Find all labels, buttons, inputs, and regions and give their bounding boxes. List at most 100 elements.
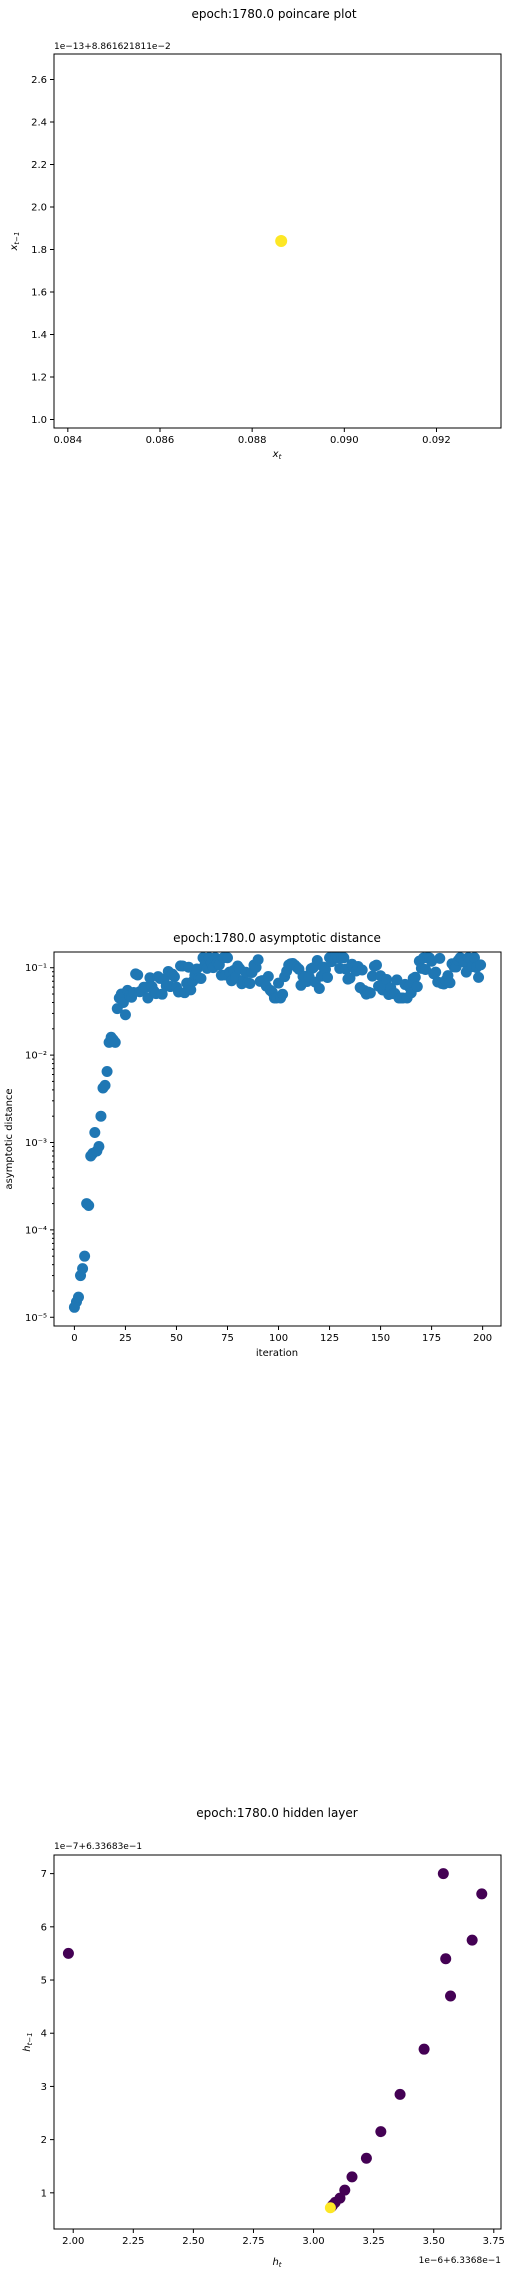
scatter-point bbox=[356, 964, 368, 976]
scatter-point bbox=[445, 1990, 457, 2002]
y-tick-label: 1 bbox=[41, 2188, 47, 2199]
y-tick-label: 1.0 bbox=[31, 415, 47, 426]
y-tick-label: 1.2 bbox=[31, 373, 47, 384]
x-tick-label: 175 bbox=[422, 1333, 441, 1344]
scatter-point bbox=[313, 982, 325, 994]
scatter-point bbox=[93, 1140, 105, 1152]
x-tick-label: 3.25 bbox=[362, 2236, 384, 2247]
x-tick-label: 3.50 bbox=[423, 2236, 445, 2247]
asymptotic-distance-chart-svg: epoch:1780.0 asymptotic distance 0 25 50 75… bbox=[4, 931, 502, 1359]
poincare-chart: epoch:1780.0 poincare plot 1e−13+8.86162… bbox=[0, 0, 509, 461]
scatter-point bbox=[185, 984, 197, 996]
scatter-point bbox=[72, 1291, 84, 1303]
scatter-point bbox=[391, 974, 403, 986]
y-tick-label: 10⁻⁵ bbox=[25, 1313, 47, 1324]
scatter-point bbox=[277, 988, 289, 1000]
y-tick-label: 2 bbox=[41, 2135, 47, 2146]
y-tick-label: 2.6 bbox=[31, 75, 47, 86]
y-tick-label: 7 bbox=[41, 1869, 47, 1880]
x-tick-label: 2.25 bbox=[122, 2236, 144, 2247]
scatter-point bbox=[89, 1127, 101, 1139]
scatter-point bbox=[119, 1009, 131, 1021]
scatter-point bbox=[339, 2184, 351, 2196]
scatter-point bbox=[244, 978, 256, 990]
axis-ticks: 2.00 2.25 2.50 2.75 3.00 3.25 3.50 3.75 1 2 3 4 5 6 7 bbox=[41, 1869, 505, 2247]
y-tick-label: 2.2 bbox=[31, 160, 47, 171]
y-tick-label: 4 bbox=[41, 2029, 47, 2040]
x-offset-text: 1e−6+6.3368e−1 bbox=[419, 2256, 501, 2266]
scatter-point bbox=[109, 1036, 121, 1048]
plot-frame bbox=[53, 53, 502, 429]
scatter-point bbox=[324, 2202, 336, 2214]
y-tick-label: 1.6 bbox=[31, 288, 47, 299]
scatter-point bbox=[221, 952, 233, 964]
scatter-point bbox=[344, 972, 356, 984]
y-offset-text: 1e−7+6.33683e−1 bbox=[54, 1842, 142, 1852]
chart-title: epoch:1780.0 poincare plot bbox=[191, 7, 356, 21]
x-tick-label: 0.092 bbox=[422, 435, 451, 446]
chart-title: epoch:1780.0 hidden layer bbox=[196, 1806, 358, 1820]
scatter-point bbox=[411, 981, 423, 993]
x-axis-label: iteration bbox=[256, 1348, 298, 1359]
x-tick-label: 2.50 bbox=[182, 2236, 204, 2247]
x-tick-label: 0.090 bbox=[330, 435, 359, 446]
y-tick-label: 1.4 bbox=[31, 330, 47, 341]
y-tick-label: 2.0 bbox=[31, 203, 47, 214]
data-marks bbox=[62, 1868, 488, 2214]
plot-frame bbox=[53, 951, 502, 1327]
x-tick-label: 2.00 bbox=[62, 2236, 84, 2247]
y-tick-label: 3 bbox=[41, 2082, 47, 2093]
scatter-point bbox=[370, 959, 382, 971]
data-marks bbox=[68, 952, 487, 1313]
hidden-layer-chart-svg: epoch:1780.0 hidden layer 1e−7+6.33683e−… bbox=[22, 1806, 505, 2269]
scatter-point bbox=[476, 1888, 488, 1900]
y-tick-label: 10⁻⁴ bbox=[25, 1225, 47, 1236]
scatter-point bbox=[437, 1868, 449, 1880]
scatter-point bbox=[101, 1065, 113, 1077]
x-tick-label: 0 bbox=[71, 1333, 77, 1344]
scatter-point bbox=[375, 2126, 387, 2138]
x-axis-label: xt bbox=[272, 449, 282, 461]
x-tick-label: 2.75 bbox=[242, 2236, 264, 2247]
scatter-point bbox=[132, 969, 144, 981]
x-tick-label: 200 bbox=[473, 1333, 492, 1344]
scatter-point bbox=[191, 963, 203, 975]
scatter-point bbox=[475, 959, 487, 971]
scatter-point bbox=[95, 1110, 107, 1122]
poincare-chart-svg: epoch:1780.0 poincare plot 1e−13+8.86162… bbox=[9, 7, 502, 461]
hidden-layer-chart: epoch:1780.0 hidden layer 1e−7+6.33683e−… bbox=[0, 1795, 509, 2269]
scatter-point bbox=[440, 1953, 452, 1965]
y-tick-label: 2.4 bbox=[31, 118, 47, 129]
scatter-point bbox=[360, 2152, 372, 2164]
x-tick-label: 0.086 bbox=[146, 435, 175, 446]
scatter-point bbox=[364, 987, 376, 999]
scatter-point bbox=[144, 972, 156, 984]
scatter-point bbox=[409, 971, 421, 983]
scatter-point bbox=[156, 988, 168, 1000]
scatter-point bbox=[468, 952, 480, 964]
scatter-point bbox=[319, 963, 331, 975]
y-offset-text: 1e−13+8.861621811e−2 bbox=[54, 42, 171, 52]
scatter-point bbox=[62, 1947, 74, 1959]
y-tick-label: 10⁻² bbox=[25, 1051, 47, 1062]
scatter-point bbox=[275, 235, 288, 247]
scatter-point bbox=[262, 970, 274, 982]
plot-frame bbox=[53, 1854, 502, 2230]
y-tick-label: 1.8 bbox=[31, 245, 47, 256]
x-tick-label: 0.088 bbox=[238, 435, 267, 446]
scatter-point bbox=[252, 954, 264, 966]
scatter-point bbox=[338, 952, 350, 964]
scatter-point bbox=[195, 972, 207, 984]
y-axis-label: xt−1 bbox=[9, 232, 21, 252]
scatter-point bbox=[466, 1934, 478, 1946]
x-tick-label: 100 bbox=[269, 1333, 288, 1344]
axis-ticks: 0 25 50 75 100 125 150 175 200 10⁻⁵ 10⁻⁴ 10⁻³ 10⁻² 10… bbox=[25, 963, 492, 1344]
x-tick-label: 75 bbox=[221, 1333, 234, 1344]
scatter-point bbox=[79, 1250, 91, 1262]
x-tick-label: 3.75 bbox=[483, 2236, 505, 2247]
x-axis-label: ht bbox=[272, 2257, 281, 2269]
y-tick-label: 5 bbox=[41, 1976, 47, 1987]
data-marks bbox=[275, 235, 288, 247]
scatter-point bbox=[346, 2171, 358, 2183]
scatter-point bbox=[444, 977, 456, 989]
